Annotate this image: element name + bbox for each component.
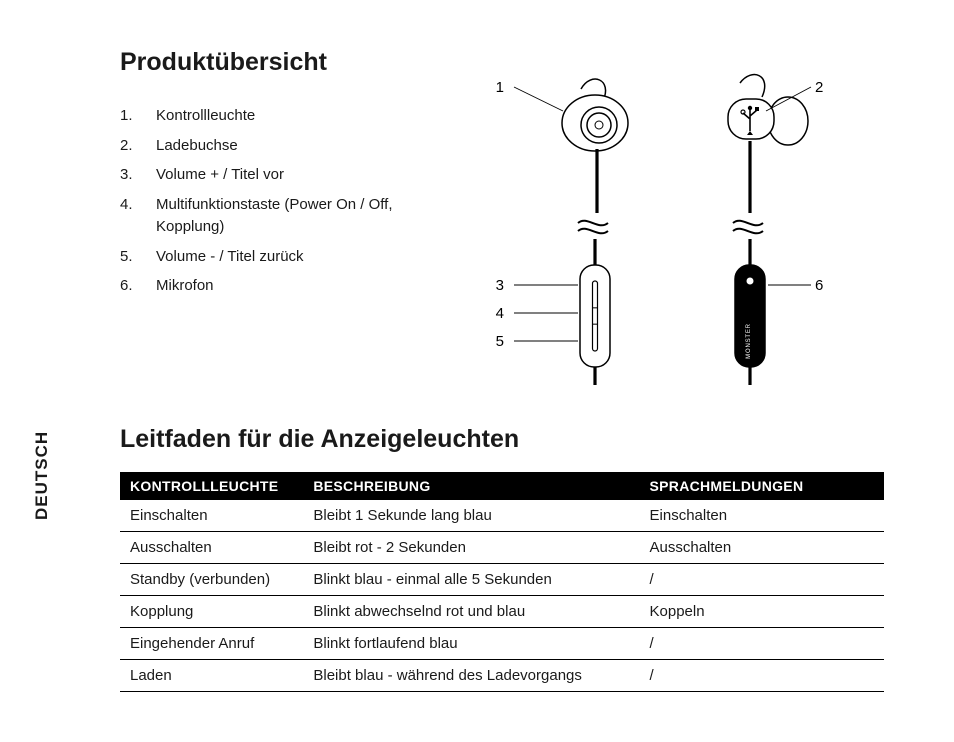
- table-header: SPRACHMELDUNGEN: [640, 472, 884, 500]
- table-cell: Ausschalten: [640, 532, 884, 564]
- svg-text:6: 6: [815, 277, 823, 294]
- table-row: KopplungBlinkt abwechselnd rot und blauK…: [120, 596, 884, 628]
- product-diagram: MONSTER 1 2 3 4 5 6: [450, 55, 884, 385]
- feature-text: Mikrofon: [156, 275, 214, 298]
- table-row: EinschaltenBleibt 1 Sekunde lang blauEin…: [120, 500, 884, 532]
- guide-title: Leitfaden für die Anzeigeleuchten: [120, 425, 884, 454]
- table-cell: Koppeln: [640, 596, 884, 628]
- feature-item: 4. Multifunktionstaste (Power On / Off, K…: [120, 194, 440, 239]
- table-cell: Kopplung: [120, 596, 303, 628]
- feature-text: Multifunktionstaste (Power On / Off, Kop…: [156, 194, 440, 239]
- feature-num: 1.: [120, 105, 134, 128]
- table-cell: Ausschalten: [120, 532, 303, 564]
- language-tab: DEUTSCH: [32, 431, 52, 520]
- table-cell: Einschalten: [640, 500, 884, 532]
- table-row: LadenBleibt blau - während des Ladevorga…: [120, 660, 884, 692]
- feature-num: 2.: [120, 135, 134, 158]
- feature-text: Volume + / Titel vor: [156, 164, 284, 187]
- feature-num: 4.: [120, 194, 134, 239]
- svg-text:MONSTER: MONSTER: [746, 323, 752, 359]
- table-cell: /: [640, 660, 884, 692]
- feature-item: 6. Mikrofon: [120, 275, 440, 298]
- feature-text: Ladebuchse: [156, 135, 238, 158]
- svg-text:1: 1: [496, 79, 504, 96]
- table-cell: Bleibt blau - während des Ladevorgangs: [303, 660, 639, 692]
- svg-text:2: 2: [815, 79, 823, 96]
- table-header: BESCHREIBUNG: [303, 472, 639, 500]
- table-cell: /: [640, 564, 884, 596]
- svg-text:5: 5: [496, 333, 504, 350]
- overview-section: 1. Kontrollleuchte 2. Ladebuchse 3. Volume …: [120, 105, 884, 385]
- feature-item: 3. Volume + / Titel vor: [120, 164, 440, 187]
- feature-item: 2. Ladebuchse: [120, 135, 440, 158]
- table-cell: Laden: [120, 660, 303, 692]
- svg-text:4: 4: [496, 305, 504, 322]
- table-cell: Bleibt 1 Sekunde lang blau: [303, 500, 639, 532]
- indicator-table: KONTROLLLEUCHTE BESCHREIBUNG SPRACHMELDU…: [120, 472, 884, 692]
- feature-item: 5. Volume - / Titel zurück: [120, 246, 440, 269]
- table-cell: Blinkt fortlaufend blau: [303, 628, 639, 660]
- feature-num: 6.: [120, 275, 134, 298]
- table-cell: Standby (verbunden): [120, 564, 303, 596]
- svg-text:3: 3: [496, 277, 504, 294]
- table-header-row: KONTROLLLEUCHTE BESCHREIBUNG SPRACHMELDU…: [120, 472, 884, 500]
- table-row: Eingehender AnrufBlinkt fortlaufend blau…: [120, 628, 884, 660]
- feature-text: Volume - / Titel zurück: [156, 246, 304, 269]
- table-cell: /: [640, 628, 884, 660]
- table-header: KONTROLLLEUCHTE: [120, 472, 303, 500]
- table-cell: Blinkt abwechselnd rot und blau: [303, 596, 639, 628]
- table-cell: Blinkt blau - einmal alle 5 Sekunden: [303, 564, 639, 596]
- table-row: AusschaltenBleibt rot - 2 SekundenAussch…: [120, 532, 884, 564]
- table-cell: Bleibt rot - 2 Sekunden: [303, 532, 639, 564]
- table-row: Standby (verbunden)Blinkt blau - einmal …: [120, 564, 884, 596]
- table-cell: Eingehender Anruf: [120, 628, 303, 660]
- diagram-svg: MONSTER 1 2 3 4 5 6: [450, 55, 850, 385]
- feature-list: 1. Kontrollleuchte 2. Ladebuchse 3. Volume …: [120, 105, 440, 385]
- feature-text: Kontrollleuchte: [156, 105, 255, 128]
- feature-num: 3.: [120, 164, 134, 187]
- feature-item: 1. Kontrollleuchte: [120, 105, 440, 128]
- table-cell: Einschalten: [120, 500, 303, 532]
- feature-num: 5.: [120, 246, 134, 269]
